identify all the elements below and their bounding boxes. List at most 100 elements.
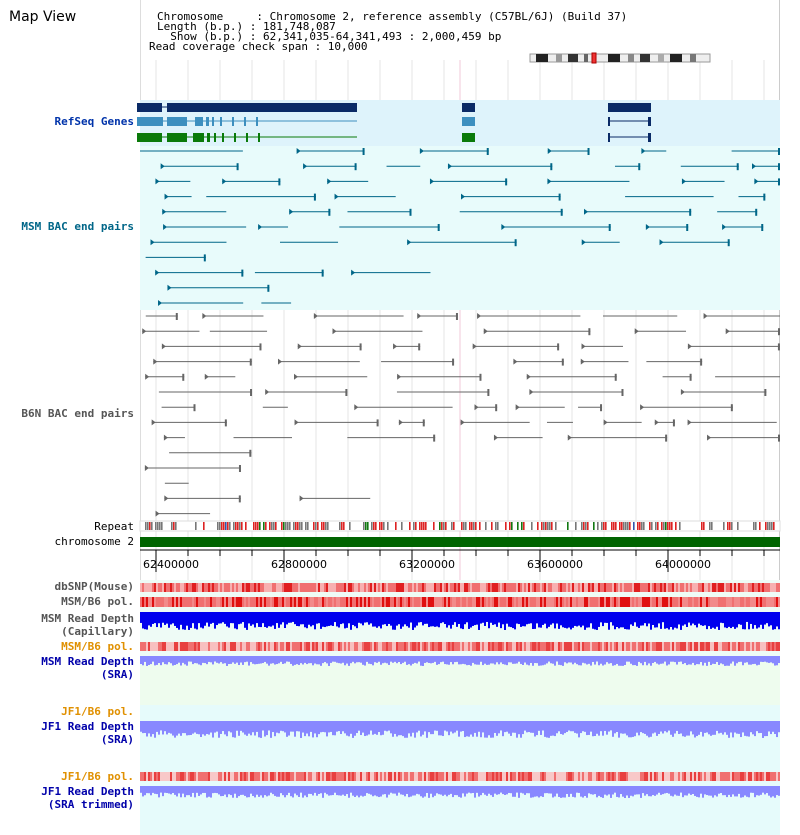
bac-end (158, 300, 163, 306)
bac-end (313, 193, 316, 201)
gene-exon[interactable] (608, 117, 610, 126)
bac-end (687, 343, 692, 350)
bac-end (151, 419, 156, 426)
bac-end (278, 358, 283, 365)
bac-end (515, 404, 520, 411)
gene-exon[interactable] (222, 133, 224, 142)
bac-end (238, 495, 241, 503)
bac-end (641, 148, 646, 154)
gene-exon[interactable] (648, 133, 651, 142)
track-label-msm-depth-cap-sub: (Capillary) (61, 625, 134, 638)
gene-exon[interactable] (246, 133, 248, 142)
gene-exon[interactable] (648, 117, 651, 126)
bac-end (725, 328, 730, 335)
track-label-jf1-depth-sra-sub: (SRA) (100, 733, 134, 746)
gene-exon[interactable] (137, 103, 162, 112)
bac-end (249, 358, 252, 366)
bac-end (334, 193, 339, 200)
bac-end (689, 208, 692, 216)
bac-end (203, 254, 206, 262)
bac-end (763, 193, 766, 201)
track-label-b6n-bac[interactable]: B6N BAC end pairs (21, 407, 134, 420)
bac-end (483, 328, 488, 335)
gene-exon[interactable] (137, 133, 162, 142)
bac-end (249, 449, 252, 457)
bac-end (513, 358, 518, 365)
gene-exon[interactable] (212, 117, 214, 126)
gene-exon[interactable] (258, 133, 260, 142)
gene-exon[interactable] (232, 117, 234, 126)
bac-end (393, 343, 398, 350)
bac-end (686, 224, 689, 231)
track-label-msm-bac[interactable]: MSM BAC end pairs (21, 220, 134, 233)
gene-exon[interactable] (167, 103, 357, 112)
gene-exon[interactable] (167, 133, 187, 142)
track-label-msm-b6-pol: MSM/B6 pol. (61, 595, 134, 608)
gene-exon[interactable] (214, 133, 216, 142)
bac-end (778, 328, 780, 336)
bac-end (222, 178, 227, 185)
track-label-jf1-b6-pol-2: JF1/B6 pol. (61, 770, 134, 783)
bac-end (501, 224, 506, 230)
bac-end (362, 148, 365, 155)
bac-end (526, 373, 531, 380)
gene-exon[interactable] (462, 117, 475, 126)
repeat-track (139, 520, 781, 532)
b6n-bac-pairs[interactable] (142, 313, 780, 517)
refseq-genes[interactable] (137, 103, 651, 142)
bac-end (495, 404, 498, 412)
bac-end (736, 163, 739, 171)
bac-end (681, 178, 686, 185)
bac-end (588, 328, 591, 336)
bac-end (638, 163, 641, 171)
gene-exon[interactable] (193, 133, 204, 142)
bac-end (621, 389, 624, 396)
gene-exon[interactable] (137, 117, 163, 126)
gene-exon[interactable] (234, 133, 236, 142)
msm-bac-pairs[interactable] (140, 148, 780, 306)
bac-end (278, 178, 281, 186)
bac-end (754, 178, 759, 185)
bac-end (224, 419, 227, 427)
gene-exon[interactable] (195, 117, 203, 126)
track-label-msm-depth-cap: MSM Read Depth (41, 612, 134, 625)
bac-end (376, 419, 379, 427)
bac-end (327, 178, 332, 185)
bac-end (583, 208, 588, 215)
bac-end (778, 434, 780, 442)
track-label-refseq[interactable]: RefSeq Genes (54, 115, 134, 128)
gene-exon[interactable] (462, 103, 475, 112)
gene-exon[interactable] (220, 117, 222, 126)
bac-end (486, 148, 489, 155)
gene-exon[interactable] (207, 133, 210, 142)
track-label-repeat: Repeat (94, 520, 134, 533)
bac-end (707, 434, 712, 441)
track-label-msm-b6-pol-2: MSM/B6 pol. (61, 640, 134, 653)
track-label-jf1-depth-trim: JF1 Read Depth (41, 785, 134, 798)
gene-exon[interactable] (608, 103, 651, 112)
gene-exon[interactable] (462, 133, 475, 142)
gene-exon[interactable] (608, 133, 610, 142)
bac-end (557, 343, 560, 351)
tick-label-2: 62800000 (271, 558, 327, 571)
gene-exon[interactable] (244, 117, 246, 126)
bac-end (567, 434, 572, 441)
info-show: Show (b.p.) : 62,341,035-64,341,493 : 2,… (157, 30, 502, 43)
bac-end (294, 373, 299, 380)
chromosome-ideogram[interactable] (528, 52, 714, 64)
bac-end (155, 510, 160, 517)
gene-exon[interactable] (167, 117, 187, 126)
chromosome-bar (140, 537, 780, 547)
bac-end (455, 313, 458, 320)
bac-end (474, 404, 479, 411)
gene-exon[interactable] (256, 117, 258, 126)
gene-exon[interactable] (206, 117, 209, 126)
bac-end (581, 239, 586, 246)
map-frame (140, 0, 780, 835)
bac-end (560, 208, 563, 216)
position-axis (140, 549, 780, 572)
tick-label-1: 62400000 (143, 558, 199, 571)
bac-end (654, 419, 659, 426)
bac-end (777, 343, 780, 351)
